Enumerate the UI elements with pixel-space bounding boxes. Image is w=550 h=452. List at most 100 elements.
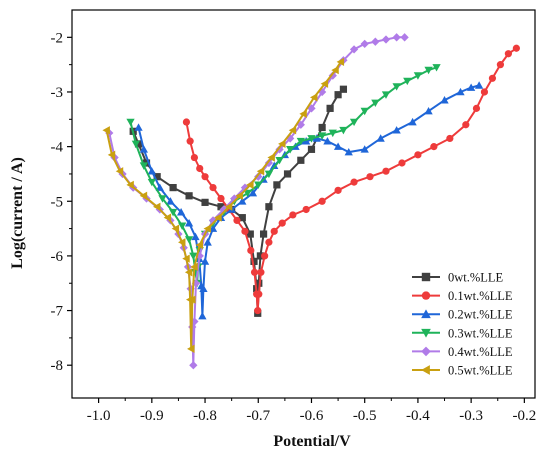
data-point [131, 140, 141, 149]
legend-label: 0.5wt.%LLE [448, 364, 513, 378]
y-tick-label: -4 [51, 140, 64, 156]
data-point [219, 205, 228, 214]
data-point [198, 311, 207, 320]
data-point [246, 180, 254, 190]
legend-swatch-marker [421, 309, 431, 319]
data-point [224, 202, 233, 211]
data-point [360, 39, 369, 49]
data-point [147, 167, 156, 175]
data-point [289, 211, 297, 219]
data-point [187, 344, 195, 353]
data-point [283, 170, 292, 178]
data-point [392, 33, 401, 42]
series-0.1wt.%LLE [182, 44, 520, 315]
data-point [456, 87, 465, 96]
data-point [214, 213, 222, 222]
x-tick-label: -0.7 [246, 408, 270, 424]
data-point [392, 126, 401, 134]
data-point [310, 93, 318, 102]
x-tick-label: -0.5 [353, 408, 377, 424]
data-point [240, 183, 250, 192]
data-point [168, 208, 178, 217]
data-point [446, 134, 454, 143]
data-point [238, 197, 247, 205]
data-point [134, 123, 143, 131]
data-point [328, 129, 337, 138]
data-point [254, 172, 263, 181]
data-point [350, 178, 358, 186]
data-point [318, 197, 326, 205]
data-point [302, 205, 310, 214]
data-point [217, 194, 225, 203]
data-point [155, 183, 164, 191]
data-point [134, 140, 143, 148]
data-point [334, 91, 342, 99]
y-tick-label: -5 [51, 194, 64, 210]
data-point [336, 57, 345, 67]
data-point [243, 189, 252, 198]
data-point [238, 214, 246, 222]
legend-entry: 0wt.%LLE [412, 271, 504, 285]
y-tick-label: -7 [51, 304, 64, 320]
data-point [200, 257, 210, 265]
data-point [184, 236, 194, 244]
axes: -1.0 -0.9 -0.8 -0.7 -0.6 -0.5 -0.4 -0.3 -0.2 -8 -7… [51, 9, 536, 424]
data-point [413, 72, 423, 80]
data-point [339, 126, 348, 135]
data-point [318, 123, 326, 132]
data-point [400, 33, 409, 42]
data-point [349, 118, 359, 127]
data-point [381, 35, 391, 44]
series-0.5wt.%LLE [102, 57, 345, 353]
series-0.3wt.%LLE [126, 64, 441, 288]
data-point [480, 88, 489, 96]
data-point [209, 184, 217, 192]
data-point [199, 284, 208, 293]
legend-label: 0.1wt.%LLE [448, 289, 513, 303]
data-point [250, 257, 258, 265]
y-tick-label: -3 [51, 85, 64, 101]
data-point [158, 195, 167, 203]
data-point [126, 180, 134, 190]
x-tick-label: -0.2 [512, 408, 536, 424]
x-tick-label: -1.0 [87, 408, 111, 424]
y-axis-title: Log(current / A) [9, 157, 26, 269]
data-point [255, 290, 263, 298]
legend-swatch-marker [421, 291, 431, 300]
data-point [299, 109, 307, 118]
data-point [247, 246, 255, 255]
data-point [235, 191, 243, 200]
data-point [432, 64, 441, 72]
data-point [273, 181, 281, 189]
data-point [139, 145, 148, 153]
legend: 0wt.%LLE 0.1wt.%LLE 0.2wt.%LLE 0.3wt.%LLE 0.… [412, 271, 513, 378]
data-point [275, 145, 284, 154]
data-point [286, 146, 295, 154]
data-point [462, 121, 470, 129]
data-point [259, 230, 268, 238]
x-tick-label: -0.4 [406, 408, 430, 424]
data-point [270, 161, 279, 170]
x-tick-label: -0.3 [459, 408, 483, 424]
data-point [408, 117, 417, 126]
data-point [201, 198, 209, 206]
legend-label: 0.2wt.%LLE [448, 308, 513, 322]
data-point [186, 137, 194, 145]
data-point [296, 137, 305, 146]
data-point [126, 118, 135, 127]
y-tick-label: -2 [51, 30, 64, 46]
data-point [267, 153, 275, 162]
data-point [440, 96, 449, 104]
x-tick-label: -0.9 [140, 408, 164, 424]
data-point [188, 295, 196, 304]
data-point [196, 164, 204, 173]
data-point [217, 203, 225, 211]
legend-swatch-marker [421, 328, 431, 338]
data-point [474, 81, 484, 89]
legend-label: 0.4wt.%LLE [448, 345, 513, 359]
data-point [307, 135, 316, 143]
x-tick-label: -0.8 [193, 408, 217, 424]
data-point [171, 224, 180, 233]
data-point [275, 156, 284, 165]
data-point [403, 77, 412, 86]
